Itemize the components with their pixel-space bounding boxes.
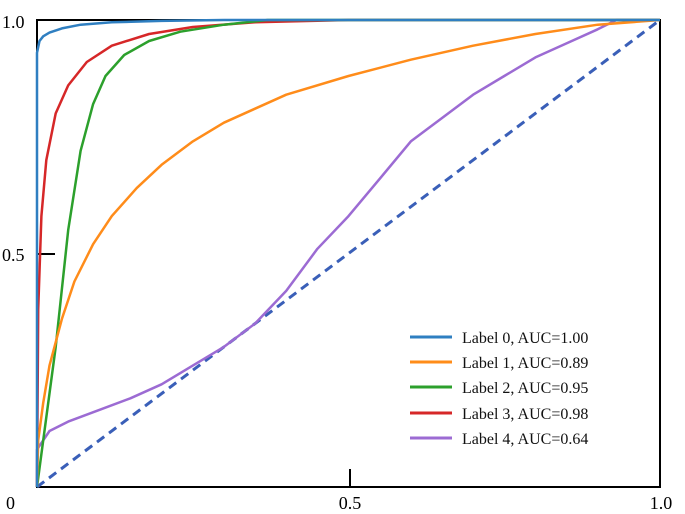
x-tick-label-0: 0 xyxy=(6,493,15,513)
legend-label-1: Label 1, AUC=0.89 xyxy=(462,355,588,372)
y-tick-label-0.5: 0.5 xyxy=(2,245,25,265)
series-line-label-2 xyxy=(35,18,660,488)
x-tick-label-0.5: 0.5 xyxy=(339,493,362,513)
legend-label-2: Label 2, AUC=0.95 xyxy=(462,380,588,397)
series-line-label-1 xyxy=(35,18,661,488)
series-line-label-4 xyxy=(35,18,660,487)
legend-label-0: Label 0, AUC=1.00 xyxy=(462,330,588,347)
legend: Label 0, AUC=1.00 Label 1, AUC=0.89 Labe… xyxy=(410,330,588,448)
y-tick-label-1.0: 1.0 xyxy=(2,12,25,32)
series-layer xyxy=(35,18,661,489)
legend-label-3: Label 3, AUC=0.98 xyxy=(462,406,588,423)
x-tick-label-1.0: 1.0 xyxy=(650,493,673,513)
legend-label-4: Label 4, AUC=0.64 xyxy=(462,431,588,448)
series-line-label-0 xyxy=(35,18,660,487)
reference-diagonal-line xyxy=(36,18,661,489)
